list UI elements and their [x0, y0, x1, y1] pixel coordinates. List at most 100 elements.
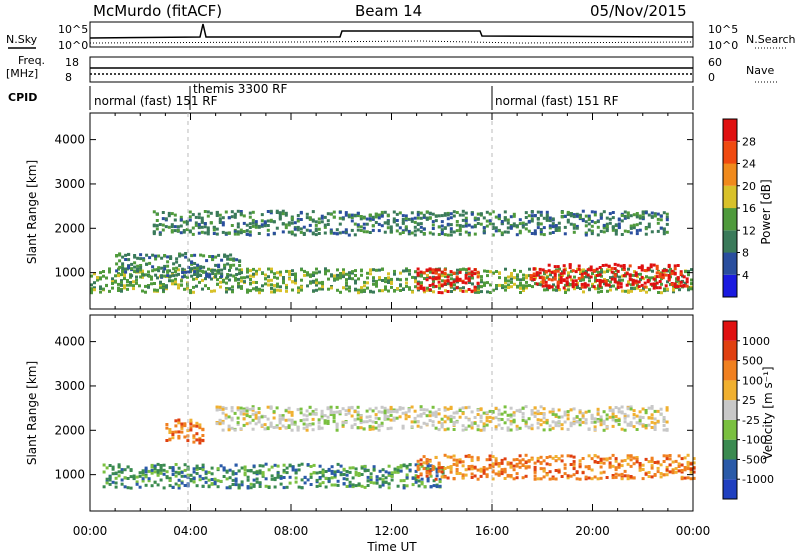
velocity-cell — [647, 471, 651, 474]
power-cell — [102, 270, 105, 273]
power-cell — [673, 285, 677, 289]
power-cell — [108, 267, 111, 271]
velocity-cell — [230, 406, 234, 410]
power-cell — [375, 283, 378, 287]
velocity-cell — [377, 428, 381, 432]
power-cell — [284, 213, 288, 217]
power-cell — [541, 276, 545, 280]
velocity-cell — [236, 416, 240, 420]
power-cell — [197, 212, 201, 216]
power-cell — [252, 272, 255, 276]
velocity-colorbar-bin — [723, 340, 737, 361]
velocity-cell — [258, 464, 262, 468]
power-cell — [191, 226, 195, 230]
velocity-cell — [620, 459, 624, 463]
velocity-cell — [369, 475, 373, 479]
power-cell — [207, 287, 210, 290]
power-cell — [350, 228, 354, 232]
velocity-cell — [467, 405, 471, 409]
power-cell — [156, 276, 159, 280]
power-cell — [458, 226, 462, 230]
velocity-cell — [221, 421, 225, 425]
power-cell — [315, 278, 318, 282]
velocity-cell — [210, 472, 214, 476]
power-cell — [161, 223, 165, 227]
velocity-cell — [515, 472, 519, 476]
velocity-cell — [381, 480, 385, 484]
power-cell — [500, 233, 504, 237]
power-cell — [213, 289, 216, 293]
power-cell — [416, 267, 420, 271]
velocity-cell — [317, 421, 321, 425]
velocity-cell — [644, 457, 648, 461]
power-cell — [99, 287, 102, 290]
power-cell — [489, 291, 492, 294]
power-cell — [434, 268, 438, 272]
velocity-cell — [473, 421, 477, 425]
power-cell — [544, 270, 548, 274]
power-cell — [664, 284, 668, 288]
power-cell — [197, 231, 201, 235]
power-cell — [179, 224, 183, 228]
power-cell — [170, 223, 174, 227]
power-cell — [571, 281, 575, 285]
velocity-cell — [285, 471, 289, 475]
velocity-cell — [299, 407, 303, 411]
velocity-cell — [141, 479, 145, 483]
power-cell — [597, 286, 600, 290]
velocity-cell — [201, 484, 205, 488]
power-cell — [592, 285, 596, 289]
power-cell — [670, 283, 674, 286]
power-cell — [620, 214, 624, 217]
power-cell — [305, 216, 309, 220]
velocity-cell — [357, 472, 361, 475]
velocity-cell — [189, 473, 193, 477]
power-cell — [404, 217, 408, 221]
power-cell — [405, 277, 408, 281]
velocity-cell — [402, 486, 406, 490]
power-cell — [150, 282, 153, 286]
velocity-cell — [533, 477, 537, 481]
power-cell — [136, 256, 140, 260]
velocity-cell — [192, 470, 196, 474]
velocity-cell — [335, 425, 339, 429]
power-cell — [348, 289, 351, 293]
power-cell — [443, 268, 447, 272]
power-cell — [246, 290, 249, 294]
velocity-cell — [623, 474, 627, 478]
velocity-cell — [192, 477, 196, 481]
power-cell — [662, 211, 666, 215]
power-cell — [351, 277, 354, 281]
power-cell — [633, 273, 636, 277]
velocity-cell — [380, 421, 384, 425]
velocity-cell — [506, 426, 510, 430]
power-cell — [594, 276, 597, 280]
power-cell — [341, 217, 345, 221]
power-cell — [354, 269, 357, 273]
power-cell — [506, 218, 510, 222]
velocity-cell — [363, 469, 367, 473]
power-cell — [296, 219, 300, 223]
velocity-cell — [144, 483, 148, 487]
power-cell — [545, 213, 549, 217]
power-cell — [649, 263, 653, 267]
velocity-cell — [554, 423, 558, 427]
velocity-cell — [569, 454, 573, 458]
power-cell — [437, 268, 441, 272]
velocity-cell — [426, 467, 430, 471]
velocity-cell — [236, 421, 240, 425]
velocity-cell — [287, 410, 291, 414]
velocity-cell — [491, 455, 495, 459]
velocity-cell — [638, 417, 642, 421]
power-cell — [539, 232, 543, 236]
power-cell — [306, 273, 309, 277]
velocity-cell — [192, 424, 196, 428]
power-cell — [344, 211, 348, 215]
velocity-cell — [114, 471, 118, 475]
freq-panel: Freq. [MHz] 18 8 60 0 Nave — [6, 54, 778, 84]
velocity-cell — [276, 475, 280, 479]
velocity-cell — [479, 416, 483, 420]
power-cell — [438, 284, 441, 287]
velocity-cell — [282, 463, 286, 467]
power-cell — [477, 284, 480, 288]
